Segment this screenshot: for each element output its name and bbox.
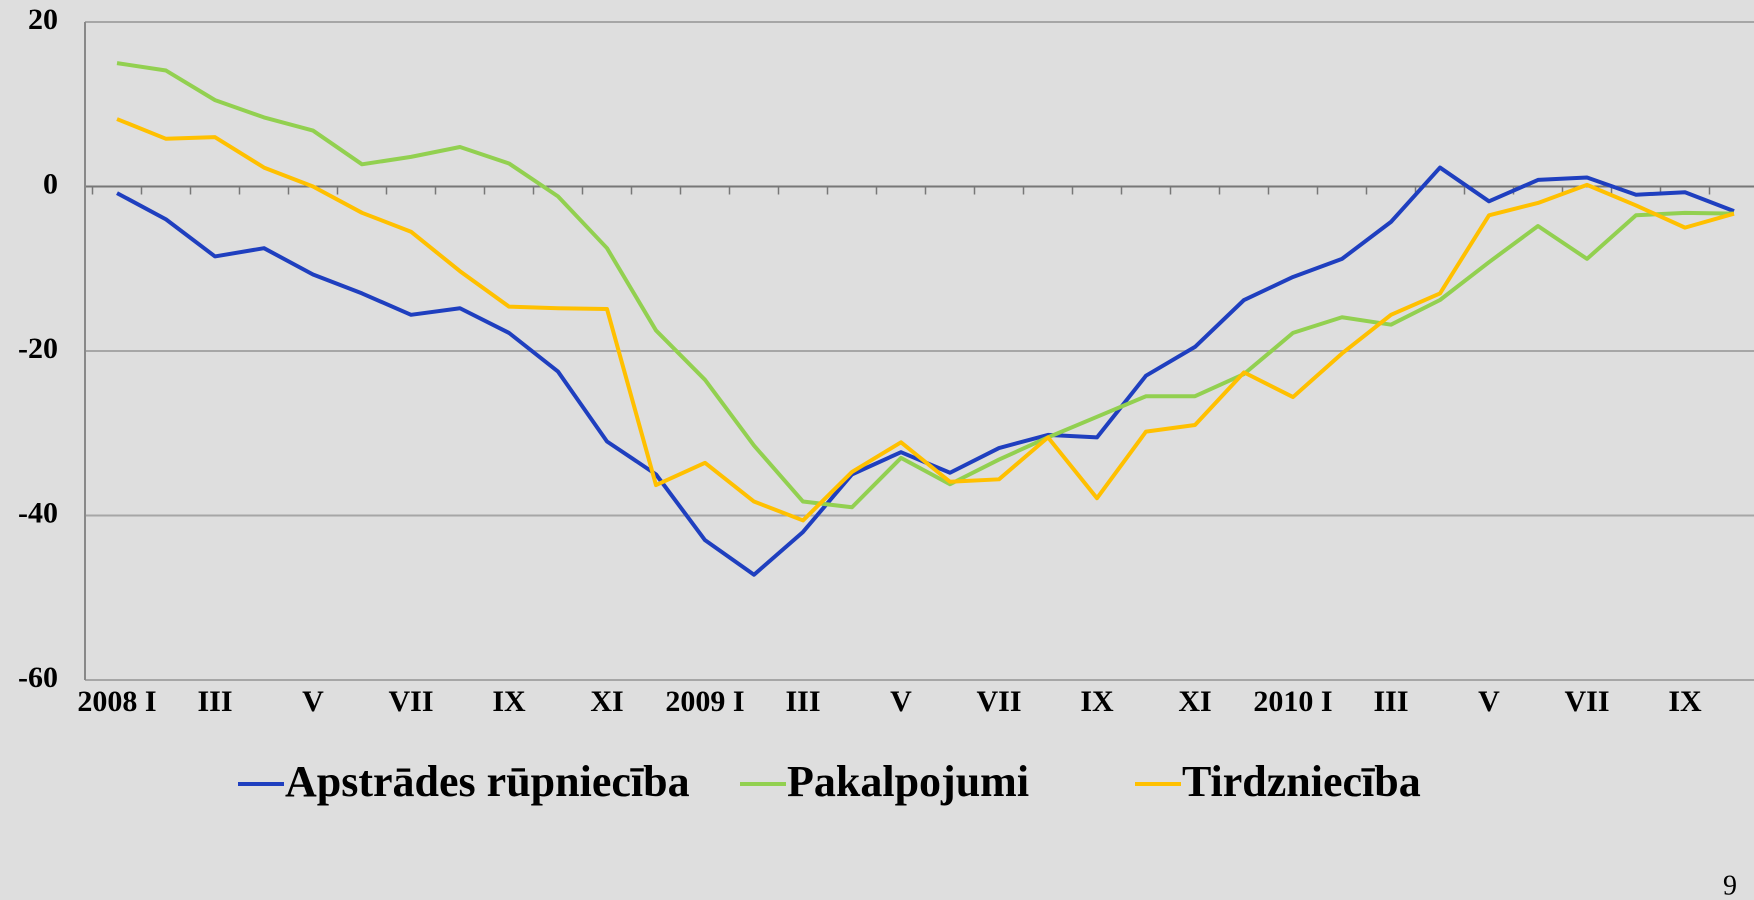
- y-tick-label: -60: [18, 661, 58, 694]
- x-tick-label: IX: [1080, 685, 1114, 718]
- line-series: [116, 117, 1735, 523]
- y-tick-label: 20: [28, 3, 58, 36]
- x-tick-label: 2009 I: [665, 685, 744, 718]
- line-series: [116, 61, 1735, 510]
- page-number: 9: [1723, 870, 1737, 900]
- y-tick-label: -20: [18, 332, 58, 365]
- x-tick-label: 2008 I: [77, 685, 156, 718]
- x-tick-label: IX: [492, 685, 526, 718]
- x-tick-label: III: [197, 685, 232, 718]
- x-tick-label: V: [302, 685, 324, 718]
- x-tick-label: V: [1478, 685, 1500, 718]
- x-tick-label: XI: [1178, 685, 1211, 718]
- line-series: [116, 165, 1735, 577]
- legend-label: Pakalpojumi: [787, 757, 1029, 806]
- x-tick-label: 2010 I: [1253, 685, 1332, 718]
- legend-label: Tirdzniecība: [1182, 757, 1421, 806]
- y-tick-label: 0: [43, 167, 58, 200]
- x-tick-label: VII: [1564, 685, 1609, 718]
- x-tick-label: III: [785, 685, 820, 718]
- x-tick-label: IX: [1668, 685, 1702, 718]
- x-tick-label: V: [890, 685, 912, 718]
- x-tick-label: VII: [976, 685, 1021, 718]
- legend-label: Apstrādes rūpniecība: [285, 757, 690, 806]
- x-tick-label: VII: [388, 685, 433, 718]
- y-tick-label: -40: [18, 496, 58, 529]
- x-tick-label: XI: [590, 685, 623, 718]
- x-tick-label: III: [1373, 685, 1408, 718]
